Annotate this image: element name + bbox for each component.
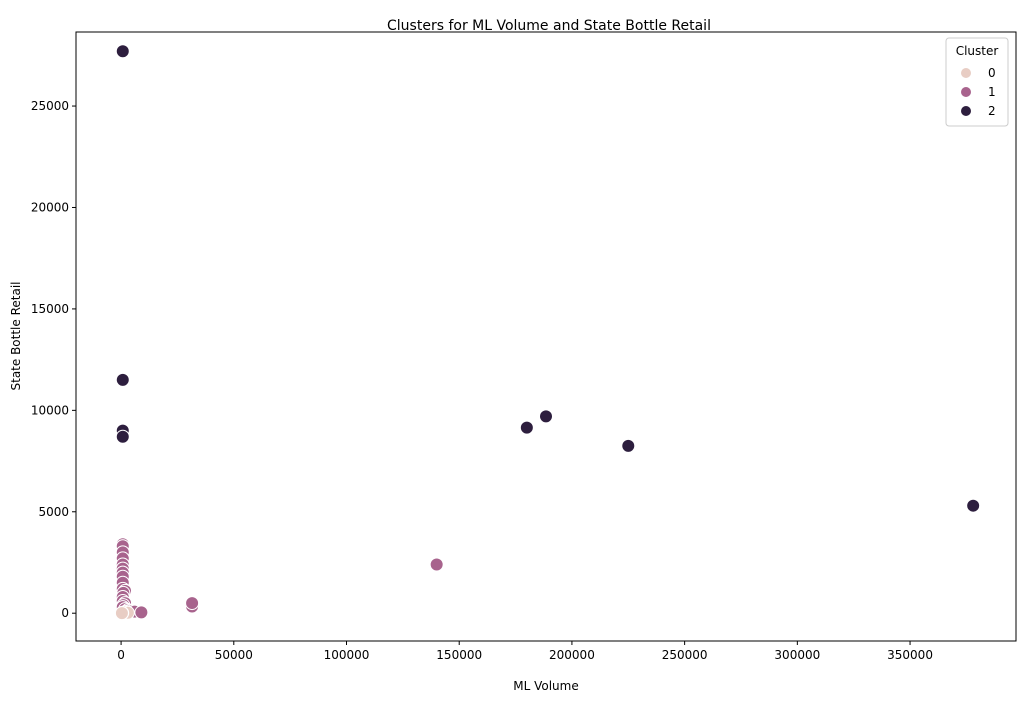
- data-points: [114, 44, 981, 621]
- data-point-cluster-2: [519, 420, 534, 435]
- legend-label-1: 1: [988, 85, 996, 99]
- y-tick-label: 15000: [31, 302, 69, 316]
- legend-box: [945, 37, 1009, 127]
- legend-marker-2: [961, 106, 971, 116]
- x-tick-label: 0: [117, 648, 125, 662]
- legend-title: Cluster: [956, 44, 999, 58]
- y-axis-label: State Bottle Retail: [9, 281, 23, 390]
- y-tick-label: 0: [61, 606, 69, 620]
- x-tick-label: 250000: [662, 648, 708, 662]
- x-axis-label: ML Volume: [513, 679, 578, 693]
- legend-label-2: 2: [988, 104, 996, 118]
- x-tick-label: 150000: [436, 648, 482, 662]
- legend: Cluster 0 1 2: [945, 37, 1009, 127]
- data-point-cluster-2: [539, 409, 553, 424]
- data-point-cluster-2: [621, 438, 636, 453]
- x-tick-label: 50000: [215, 648, 253, 662]
- data-point-cluster-2: [115, 429, 130, 444]
- data-point-cluster-0: [114, 606, 129, 621]
- plot-area: [75, 31, 1017, 642]
- data-point-cluster-1: [185, 596, 200, 611]
- y-tick-label: 20000: [31, 200, 69, 214]
- x-axis: 0 50000 100000 150000 200000 250000 300000 3500…: [117, 641, 933, 662]
- data-point-cluster-2: [115, 372, 130, 387]
- chart-title: Clusters for ML Volume and State Bottle …: [387, 18, 711, 34]
- data-point-cluster-2: [966, 498, 981, 513]
- x-tick-label: 350000: [887, 648, 933, 662]
- y-tick-label: 5000: [38, 505, 69, 519]
- legend-label-0: 0: [988, 66, 996, 80]
- y-tick-label: 25000: [31, 99, 69, 113]
- legend-marker-1: [961, 87, 971, 97]
- data-point-cluster-1: [134, 605, 149, 620]
- x-tick-label: 100000: [324, 648, 370, 662]
- x-tick-label: 300000: [774, 648, 820, 662]
- data-point-cluster-2: [115, 44, 130, 59]
- legend-marker-0: [961, 68, 971, 78]
- y-tick-label: 10000: [31, 403, 69, 417]
- y-axis: 0 5000 10000 15000 20000 25000: [31, 99, 76, 620]
- x-tick-label: 200000: [549, 648, 595, 662]
- data-point-cluster-1: [429, 557, 444, 572]
